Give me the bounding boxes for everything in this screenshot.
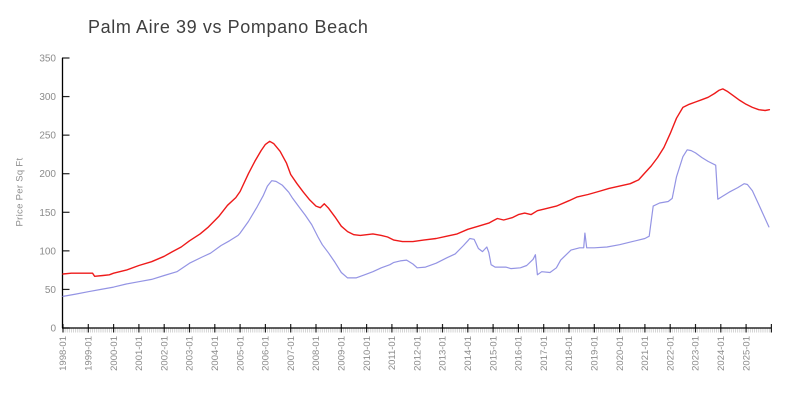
x-tick-label: 2001-01 [134, 336, 145, 371]
y-tick-label: 50 [45, 285, 57, 296]
x-tick-label: 1998-01 [58, 336, 69, 371]
x-tick-label: 2011-01 [387, 336, 398, 370]
x-tick-label: 1999-01 [84, 336, 95, 371]
y-tick-label: 150 [39, 208, 56, 219]
x-tick-label: 2004-01 [210, 336, 221, 371]
x-tick-label: 2025-01 [741, 336, 752, 371]
x-tick-label: 2000-01 [109, 336, 120, 371]
x-tick-label: 2010-01 [362, 336, 373, 371]
y-tick-label: 350 [39, 54, 56, 65]
x-tick-label: 2018-01 [564, 336, 575, 371]
x-tick-label: 2017-01 [539, 336, 550, 371]
x-tick-label: 2002-01 [159, 336, 170, 371]
y-tick-label: 0 [50, 324, 56, 335]
series-line-palm-aire-39 [62, 149, 770, 297]
x-tick-label: 2015-01 [488, 336, 499, 371]
x-tick-label: 2013-01 [438, 336, 449, 371]
x-tick-label: 2016-01 [514, 336, 525, 371]
x-tick-label: 2012-01 [412, 336, 423, 371]
chart-title: Palm Aire 39 vs Pompano Beach [88, 17, 369, 37]
series-line-pompano-beach [62, 88, 771, 277]
x-tick-label: 2008-01 [311, 336, 322, 371]
x-tick-label: 2007-01 [286, 336, 297, 371]
y-tick-label: 100 [39, 246, 56, 257]
x-tick-label: 2005-01 [235, 336, 246, 371]
x-tick-label: 2009-01 [337, 336, 348, 371]
x-tick-label: 2019-01 [590, 336, 601, 371]
x-tick-label: 2023-01 [691, 336, 702, 371]
x-tick-label: 2020-01 [615, 336, 626, 371]
y-tick-label: 250 [39, 131, 56, 142]
y-tick-label: 300 [39, 92, 56, 103]
x-tick-label: 2024-01 [716, 336, 727, 371]
x-tick-label: 2021-01 [640, 336, 651, 371]
x-tick-label: 2003-01 [185, 336, 196, 371]
y-tick-label: 200 [39, 169, 56, 180]
x-tick-label: 2006-01 [261, 336, 272, 371]
x-tick-label: 2014-01 [463, 336, 474, 371]
x-tick-label: 2022-01 [665, 336, 676, 371]
